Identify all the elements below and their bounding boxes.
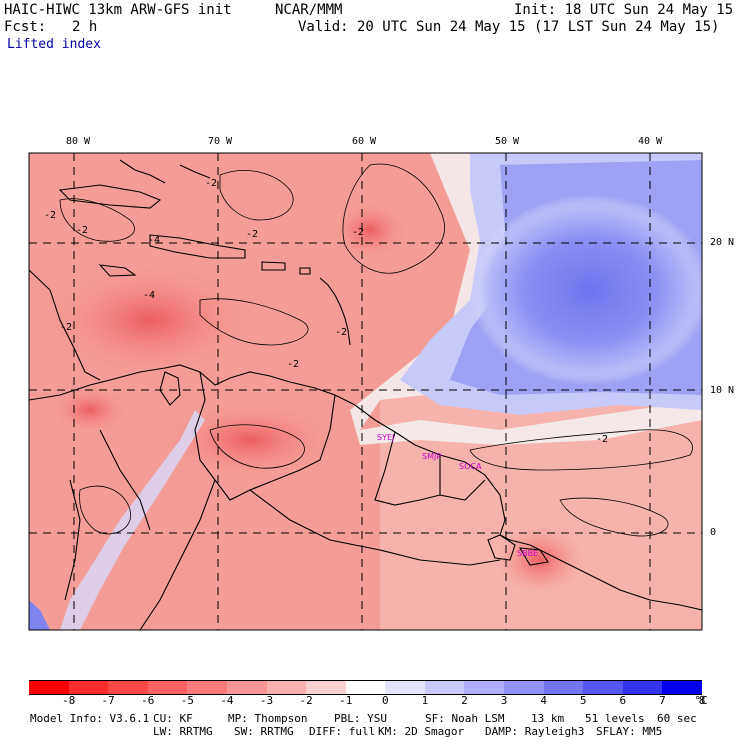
- colorbar-label: 1: [421, 694, 429, 707]
- graticule: [29, 153, 702, 630]
- contour-label: -2: [352, 227, 364, 238]
- footer-model-info: Model Info: V3.6.1: [30, 712, 150, 725]
- footer-longwave: LW: RRTMG: [153, 725, 213, 738]
- lon-tick: 40 W: [638, 136, 663, 147]
- forecast-hours: 2 h: [72, 19, 98, 35]
- colorbar-label: -3: [259, 694, 274, 707]
- footer-damping: DAMP: Rayleigh3: [485, 725, 585, 738]
- contour-label: -2: [246, 229, 258, 240]
- init-time: Init: 18 UTC Sun 24 May 15: [514, 2, 734, 18]
- lat-tick: 10 N: [710, 385, 735, 396]
- coastlines: [29, 159, 702, 630]
- colorbar-label: 2: [461, 694, 468, 707]
- stable-core: [470, 195, 702, 385]
- colorbar-label: 8: [698, 694, 706, 707]
- colorbar-label: -5: [180, 694, 194, 707]
- lat-tick: 0: [710, 527, 717, 538]
- footer-shortwave: SW: RRTMG: [234, 725, 294, 738]
- colorbar-swatch: [266, 680, 307, 695]
- contour-label: -2: [287, 359, 299, 370]
- lon-tick: 80 W: [66, 136, 91, 147]
- footer-sflay: SFLAY: MM5: [596, 725, 663, 738]
- contour-label: -4: [148, 235, 160, 246]
- colorbar-label: -6: [141, 694, 155, 707]
- unstable-core: [330, 200, 410, 260]
- contour-label: -2: [44, 210, 56, 221]
- colorbar-swatch: [583, 680, 624, 695]
- colorbar-label: -7: [101, 694, 115, 707]
- lat-tick: 20 N: [710, 237, 735, 248]
- colorbar-swatch: [662, 680, 703, 695]
- station-label: SBBE: [517, 549, 538, 558]
- colorbar-label: -2: [299, 694, 313, 707]
- valid-time: Valid: 20 UTC Sun 24 May 15 (17 LST Sun …: [298, 19, 720, 35]
- footer-km: KM: 2D Smagor: [378, 725, 465, 738]
- footer-diffusion: DIFF: full: [309, 725, 376, 738]
- colorbar-label: -1: [339, 694, 353, 707]
- colorbar-unit: °C: [694, 694, 708, 707]
- lon-tick: 60 W: [352, 136, 377, 147]
- colorbar-swatch: [543, 680, 584, 695]
- colorbar-swatch: [68, 680, 109, 695]
- lon-tick: 50 W: [495, 136, 520, 147]
- colorbar-swatch: [385, 680, 426, 695]
- colorbar-swatch: [306, 680, 347, 695]
- contour-lines: [59, 163, 693, 537]
- org-label: NCAR/MMM: [275, 2, 343, 18]
- andes-stable-strip: [60, 410, 205, 630]
- colorbar-label: 4: [540, 694, 547, 707]
- contour-label: -4: [143, 290, 155, 301]
- contour-label: -2: [335, 327, 347, 338]
- footer-timestep: 60 sec: [657, 712, 697, 725]
- footer-pbl: PBL: YSU: [334, 712, 387, 725]
- contour-label: -2: [596, 434, 608, 445]
- model-title: HAIC-HIWC 13km ARW-GFS init: [4, 2, 232, 18]
- station-label: SYEJ: [377, 433, 394, 442]
- colorbar-swatch: [622, 680, 663, 695]
- colorbar-swatch: [147, 680, 188, 695]
- colorbar-label: 5: [579, 694, 587, 707]
- footer-resolution: 13 km: [531, 712, 565, 725]
- colorbar-swatch: [504, 680, 545, 695]
- lon-tick: 70 W: [208, 136, 233, 147]
- colorbar-swatch: [424, 680, 465, 695]
- unstable-core: [40, 260, 260, 380]
- unstable-core: [50, 385, 130, 435]
- footer-cumulus: CU: KF: [153, 712, 193, 725]
- colorbar-swatch: [108, 680, 149, 695]
- station-label: SOCA: [459, 462, 482, 471]
- footer-levels: 51 levels: [585, 712, 645, 725]
- colorbar-swatch: [464, 680, 505, 695]
- contour-label: -2: [60, 322, 72, 333]
- colorbar-label: 6: [619, 694, 627, 707]
- station-label: SMJP: [422, 452, 441, 461]
- colorbar-swatch: [226, 680, 268, 695]
- unstable-core: [495, 525, 585, 595]
- colorbar-label: -4: [220, 694, 234, 707]
- colorbar-label: 0: [381, 694, 389, 707]
- contour-label: -2: [205, 178, 217, 189]
- forecast-label: Fcst:: [4, 19, 47, 35]
- map-field: [29, 153, 702, 630]
- contour-label: -2: [76, 225, 88, 236]
- colorbar-label: -8: [61, 694, 76, 707]
- colorbar-label: 3: [500, 694, 508, 707]
- field-name: Lifted index: [7, 37, 101, 52]
- footer-microphysics: MP: Thompson: [228, 712, 308, 725]
- colorbar-swatch: [187, 680, 228, 695]
- colorbar-swatch: [345, 680, 386, 695]
- stable-corner: [29, 600, 50, 630]
- colorbar-label: 7: [659, 694, 666, 707]
- map-frame: [28, 152, 703, 631]
- footer-surface: SF: Noah LSM: [425, 712, 505, 725]
- colorbar-swatch: [29, 680, 70, 695]
